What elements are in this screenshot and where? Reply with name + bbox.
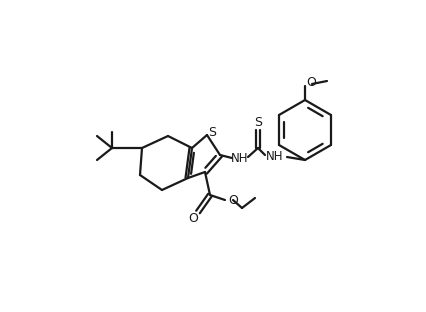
Text: S: S <box>253 116 262 129</box>
Text: O: O <box>305 76 315 90</box>
Text: S: S <box>207 125 216 139</box>
Text: O: O <box>227 193 237 207</box>
Text: NH: NH <box>231 153 248 165</box>
Text: O: O <box>187 212 198 225</box>
Text: NH: NH <box>266 149 283 163</box>
